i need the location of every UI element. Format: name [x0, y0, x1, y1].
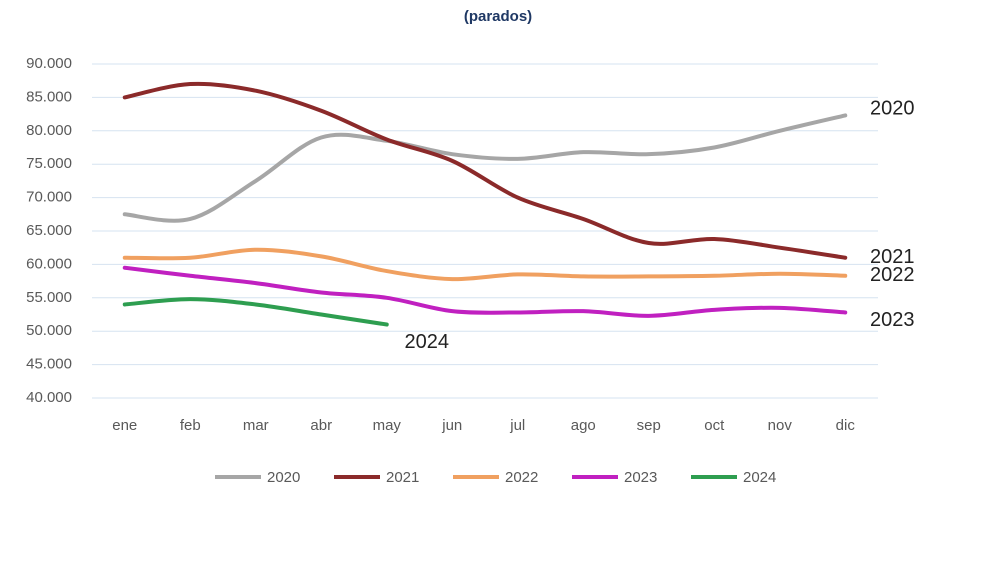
y-tick-label: 85.000	[26, 88, 72, 105]
legend-label: 2021	[386, 469, 419, 486]
y-tick-label: 60.000	[26, 255, 72, 272]
series-line	[122, 247, 848, 282]
x-tick-label: nov	[768, 417, 793, 434]
legend-label: 2022	[505, 469, 538, 486]
end-label: 2021	[870, 246, 915, 268]
y-tick-label: 45.000	[26, 356, 72, 373]
y-tick-label: 90.000	[26, 55, 72, 72]
end-label: 2024	[405, 331, 450, 353]
series-line	[122, 113, 848, 223]
chart-subtitle: (parados)	[464, 8, 532, 25]
x-tick-label: oct	[704, 417, 725, 434]
x-tick-label: jul	[509, 417, 525, 434]
end-label: 2022	[870, 264, 915, 286]
y-tick-label: 50.000	[26, 322, 72, 339]
y-tick-label: 75.000	[26, 155, 72, 172]
y-tick-label: 55.000	[26, 289, 72, 306]
y-tick-label: 65.000	[26, 222, 72, 239]
x-tick-label: dic	[836, 417, 856, 434]
legend-label: 2023	[624, 469, 657, 486]
end-label: 2020	[870, 98, 915, 120]
legend-label: 2024	[743, 469, 776, 486]
y-tick-label: 40.000	[26, 389, 72, 406]
x-tick-label: ene	[112, 417, 137, 434]
x-tick-label: mar	[243, 417, 269, 434]
y-tick-label: 70.000	[26, 189, 72, 206]
series-line	[122, 265, 848, 318]
x-tick-label: may	[373, 417, 402, 434]
x-tick-label: abr	[310, 417, 332, 434]
x-tick-label: feb	[180, 417, 201, 434]
y-tick-label: 80.000	[26, 122, 72, 139]
legend-label: 2020	[267, 469, 300, 486]
x-tick-label: ago	[571, 417, 596, 434]
end-label: 2023	[870, 309, 915, 331]
series-line	[122, 297, 389, 327]
x-tick-label: jun	[441, 417, 462, 434]
x-tick-label: sep	[637, 417, 661, 434]
series-line	[122, 81, 848, 260]
